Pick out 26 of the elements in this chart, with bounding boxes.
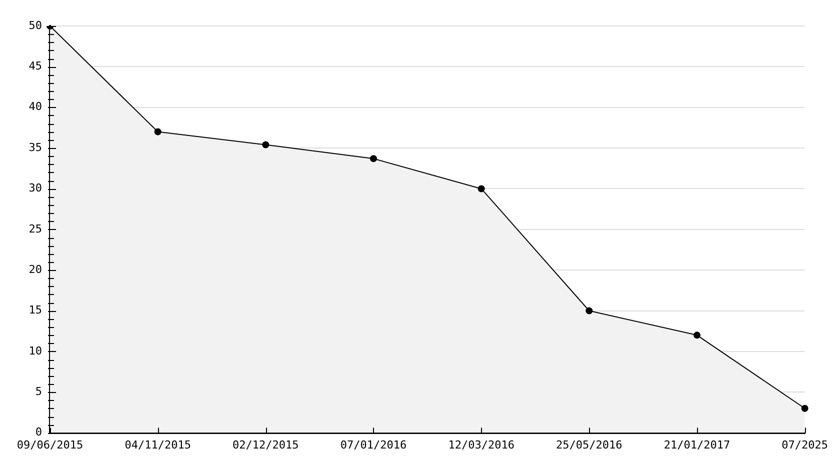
y-tick-label: 30 bbox=[28, 182, 42, 195]
x-tick-label: 25/05/2016 bbox=[556, 438, 622, 452]
x-tick-label: 21/01/2017 bbox=[664, 438, 730, 452]
point bbox=[262, 141, 270, 148]
x-tick-label: 04/11/2015 bbox=[124, 438, 191, 452]
y-tick-label: 20 bbox=[28, 262, 42, 276]
y-tick-label: 35 bbox=[28, 140, 42, 154]
y-tick-label: 45 bbox=[28, 60, 42, 73]
point bbox=[586, 307, 593, 314]
y-tick-label: 15 bbox=[28, 304, 42, 317]
x-tick-label: 07/2025 bbox=[782, 438, 828, 452]
y-tick-label: 25 bbox=[28, 222, 42, 236]
point bbox=[693, 332, 700, 339]
y-tick-label: 50 bbox=[28, 18, 42, 32]
point bbox=[801, 404, 808, 412]
y-tick-label: 40 bbox=[28, 100, 42, 114]
point bbox=[154, 128, 162, 136]
point bbox=[478, 185, 485, 192]
point bbox=[370, 155, 377, 162]
x-tick-label: 12/03/2016 bbox=[448, 438, 514, 452]
y-tick-label: 0 bbox=[35, 426, 42, 439]
x-tick-label: 09/06/2015 bbox=[16, 438, 84, 452]
y-tick-label: 5 bbox=[35, 384, 42, 398]
x-tick-label: 02/12/2015 bbox=[232, 438, 299, 452]
y-tick-label: 10 bbox=[28, 344, 42, 358]
x-tick-label: 07/01/2016 bbox=[340, 438, 407, 452]
